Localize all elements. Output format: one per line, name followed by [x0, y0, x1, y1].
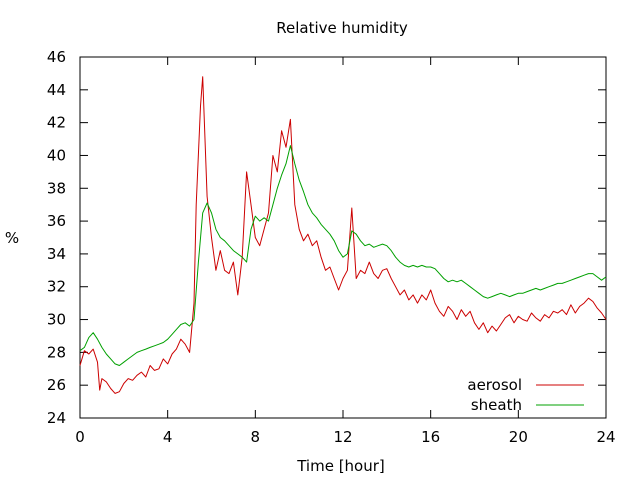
x-tick-label: 16: [421, 428, 440, 446]
y-tick-label: 40: [47, 146, 66, 164]
x-tick-label: 20: [509, 428, 528, 446]
y-tick-label: 28: [47, 343, 66, 361]
y-tick-label: 30: [47, 311, 66, 329]
y-tick-label: 34: [47, 245, 66, 263]
series-line-aerosol: [79, 76, 607, 394]
x-axis-label: Time [hour]: [296, 457, 385, 475]
series-line-sheath: [79, 145, 607, 366]
legend-label-aerosol: aerosol: [467, 376, 522, 394]
x-tick-label: 24: [596, 428, 615, 446]
y-tick-label: 44: [47, 81, 66, 99]
plot-frame: [79, 56, 607, 419]
y-tick-label: 36: [47, 212, 66, 230]
x-tick-label: 12: [333, 428, 352, 446]
legend: aerosol sheath: [467, 376, 584, 414]
y-tick-label: 26: [47, 376, 66, 394]
y-tick-label: 38: [47, 179, 66, 197]
x-tick-label: 0: [75, 428, 85, 446]
x-tick-label: 4: [163, 428, 173, 446]
y-tick-label: 32: [47, 278, 66, 296]
y-axis-label: %: [5, 229, 19, 247]
plot-lines: [79, 76, 607, 394]
y-tick-label: 46: [47, 48, 66, 66]
legend-label-sheath: sheath: [471, 396, 522, 414]
axes: 24 26 28 30 32 34 36 38 40 42 44 46 0 4 8 12 16 20 24: [47, 48, 616, 446]
chart-title: Relative humidity: [276, 19, 408, 37]
x-tick-label: 8: [251, 428, 261, 446]
y-tick-label: 24: [47, 409, 66, 427]
y-tick-label: 42: [47, 114, 66, 132]
